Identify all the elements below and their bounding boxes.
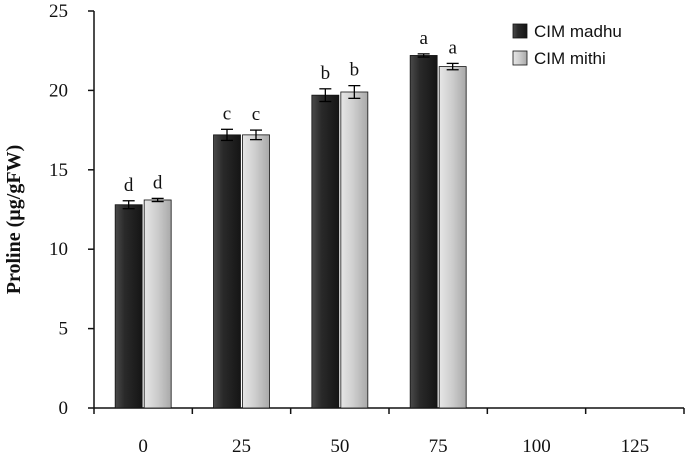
significance-label: b [321,63,331,84]
y-tick-label: 0 [59,398,69,419]
x-tick-label: 50 [330,436,349,457]
legend-label: CIM mithi [534,49,606,68]
bar [114,204,143,409]
y-axis-title: Proline (µg/gFW) [3,145,25,294]
y-tick-label: 25 [49,1,68,22]
bar [213,134,241,409]
bar [143,199,172,409]
significance-label: c [252,104,260,125]
legend-label: CIM madhu [534,22,622,41]
bars: d c b a d c b a [114,28,467,409]
y-tick-label: 20 [49,80,68,101]
y-tick-label: 5 [59,319,69,340]
significance-label: d [153,172,163,193]
y-tick-label: 10 [49,239,68,260]
significance-label: a [419,28,428,49]
x-tick-label: 0 [138,436,148,457]
y-tick-label: 15 [49,160,68,181]
significance-label: d [124,175,134,196]
bar [311,94,340,409]
x-tick-label: 100 [522,436,551,457]
bar [242,134,270,409]
significance-label: c [223,103,231,124]
bar [340,91,369,409]
axes: 0 5 10 15 20 25 0 25 50 75 100 125 Proline (µg/gFW) [3,1,685,457]
bar [409,55,438,409]
legend-swatch [512,23,528,39]
significance-label: a [448,37,457,58]
x-tick-label: 125 [621,436,650,457]
legend-swatch [512,50,528,66]
bar [438,66,467,409]
x-tick-label: 75 [429,436,448,457]
x-tick-label: 25 [232,436,251,457]
legend: CIM madhu CIM mithi [512,22,622,68]
significance-label: b [350,60,360,81]
